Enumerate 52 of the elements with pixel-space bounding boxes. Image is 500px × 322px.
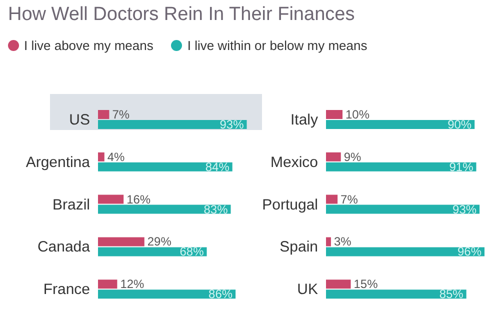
data-label: 85% xyxy=(439,287,464,302)
y-tick-label: Italy xyxy=(290,112,318,129)
bar xyxy=(326,280,351,289)
bar xyxy=(98,120,247,129)
data-label: 68% xyxy=(180,244,204,259)
bar xyxy=(326,290,466,299)
legend-label: I live within or below my means xyxy=(187,38,368,53)
bar xyxy=(326,194,338,204)
bar xyxy=(98,204,231,214)
bar xyxy=(98,110,110,119)
data-label: 15% xyxy=(354,277,378,292)
data-label: 3% xyxy=(334,234,352,249)
bar xyxy=(326,204,480,214)
y-tick-label: Brazil xyxy=(52,196,90,214)
legend-label: I live above my means xyxy=(24,38,154,53)
bar xyxy=(98,162,232,172)
bar xyxy=(98,280,118,289)
y-tick-label: Portugal xyxy=(262,196,318,214)
data-label: 93% xyxy=(452,202,477,216)
y-tick-label: Argentina xyxy=(26,154,91,171)
bar xyxy=(326,110,343,120)
bar xyxy=(326,162,476,172)
y-tick-label: US xyxy=(69,112,90,129)
data-label: 83% xyxy=(204,202,228,216)
y-tick-label: Spain xyxy=(280,238,318,256)
bar xyxy=(98,194,124,204)
chart-title: How Well Doctors Rein In Their Finances xyxy=(8,4,355,26)
data-label: 96% xyxy=(458,244,482,259)
bar xyxy=(326,237,331,246)
data-label: 29% xyxy=(147,234,172,249)
data-label: 16% xyxy=(126,192,151,206)
bar xyxy=(98,152,104,162)
bar xyxy=(326,152,341,162)
data-label: 93% xyxy=(220,118,244,132)
bar xyxy=(326,247,485,256)
bar xyxy=(98,237,144,246)
y-tick-label: France xyxy=(43,281,90,298)
data-label: 10% xyxy=(346,108,370,122)
data-label: 86% xyxy=(208,287,233,302)
data-label: 4% xyxy=(107,150,126,164)
data-label: 7% xyxy=(112,108,130,122)
y-tick-label: Mexico xyxy=(270,154,318,171)
data-label: 7% xyxy=(340,192,358,206)
data-label: 9% xyxy=(344,150,362,164)
data-label: 12% xyxy=(120,277,145,292)
y-tick-label: Canada xyxy=(38,238,91,256)
bar xyxy=(98,290,236,299)
y-tick-label: UK xyxy=(297,281,318,298)
data-label: 91% xyxy=(449,160,474,174)
data-label: 90% xyxy=(448,118,472,132)
data-label: 84% xyxy=(205,160,230,174)
bar xyxy=(326,120,475,130)
